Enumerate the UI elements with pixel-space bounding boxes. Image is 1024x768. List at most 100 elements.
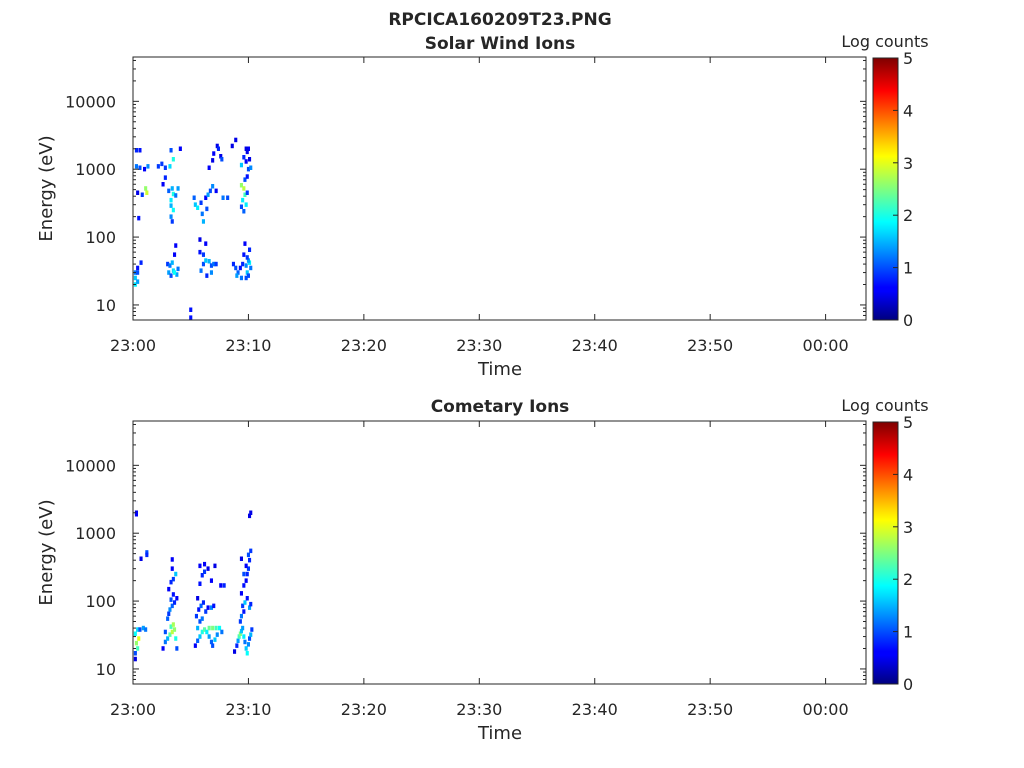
data-cell xyxy=(211,643,215,648)
data-cell xyxy=(244,263,248,268)
y-tick-label: 1000 xyxy=(75,524,116,543)
data-cell xyxy=(169,273,173,278)
data-cell xyxy=(243,639,247,645)
data-cell xyxy=(205,206,209,212)
data-cell xyxy=(216,146,220,151)
data-cell xyxy=(242,209,246,214)
data-cell xyxy=(169,148,173,153)
data-cell xyxy=(243,241,247,246)
colorbar-tick-label: 5 xyxy=(903,413,913,432)
data-cell xyxy=(211,184,215,189)
data-cell xyxy=(204,241,208,246)
data-cell xyxy=(138,148,142,153)
data-cell xyxy=(166,616,170,621)
data-cell xyxy=(171,157,175,162)
data-cell xyxy=(138,165,142,170)
colorbar-tick-label: 3 xyxy=(903,518,913,537)
data-cell xyxy=(204,195,208,200)
data-cell xyxy=(242,155,246,160)
data-cell xyxy=(209,263,213,268)
colorbar-tick-label: 2 xyxy=(903,206,913,225)
data-cell xyxy=(246,552,250,558)
data-cell xyxy=(213,637,217,642)
data-cell xyxy=(136,265,140,271)
colorbar-tick-label: 0 xyxy=(903,675,913,694)
data-cell xyxy=(246,642,250,647)
x-axis-label: Time xyxy=(477,359,522,380)
data-cell xyxy=(249,601,253,607)
data-cell xyxy=(134,148,138,153)
data-cell xyxy=(248,557,252,563)
data-cell xyxy=(207,634,211,639)
data-cell xyxy=(136,646,140,651)
data-cell xyxy=(237,634,241,639)
data-cell xyxy=(218,625,222,631)
data-cell xyxy=(198,563,202,569)
data-cell xyxy=(239,591,243,596)
x-tick-label: 23:20 xyxy=(341,336,387,355)
data-cell xyxy=(169,624,173,629)
panel-title: Cometary Ions xyxy=(431,397,570,417)
data-cell xyxy=(196,625,200,631)
data-cell xyxy=(245,571,249,577)
data-cell xyxy=(230,143,234,149)
data-cell xyxy=(174,243,178,248)
data-cell xyxy=(160,161,164,167)
x-tick-label: 23:00 xyxy=(110,700,156,719)
data-cell xyxy=(170,186,174,191)
x-tick-label: 23:30 xyxy=(456,336,502,355)
data-cell xyxy=(145,550,149,555)
data-cell xyxy=(193,643,197,648)
data-cell xyxy=(145,190,149,195)
data-cell xyxy=(133,656,137,662)
spectrogram-cells xyxy=(133,137,253,320)
data-cell xyxy=(226,195,230,200)
data-cell xyxy=(215,632,219,637)
data-cell xyxy=(242,571,246,577)
colorbar-tick-label: 1 xyxy=(903,623,913,642)
data-cell xyxy=(196,205,200,210)
data-cell xyxy=(241,261,245,267)
data-cell xyxy=(173,252,177,257)
data-cell xyxy=(245,174,249,179)
data-cell xyxy=(220,157,224,162)
x-tick-label: 23:50 xyxy=(687,700,733,719)
colorbar xyxy=(872,421,899,685)
data-cell xyxy=(219,154,223,159)
data-cell xyxy=(145,552,149,558)
data-cell xyxy=(219,583,223,588)
data-cell xyxy=(205,273,209,278)
data-cell xyxy=(170,219,174,224)
data-cell xyxy=(170,557,174,562)
data-cell xyxy=(163,639,167,645)
colorbar-tick-label: 1 xyxy=(903,259,913,278)
data-cell xyxy=(167,586,171,592)
data-cell xyxy=(244,563,248,569)
data-cell xyxy=(200,629,204,635)
data-cell xyxy=(249,548,253,554)
y-tick-label: 10 xyxy=(96,660,116,679)
data-cell xyxy=(133,631,137,636)
data-cell xyxy=(213,563,217,569)
data-cell xyxy=(169,203,173,208)
colorbar-tick-label: 4 xyxy=(903,101,913,120)
data-cell xyxy=(173,627,177,632)
x-tick-label: 00:00 xyxy=(803,700,849,719)
plot-area xyxy=(132,420,867,685)
data-cell xyxy=(248,636,252,641)
data-cell xyxy=(133,275,137,281)
spectrogram-cells xyxy=(133,510,254,662)
data-cell xyxy=(175,596,179,601)
data-cell xyxy=(169,197,173,203)
data-cell xyxy=(239,204,243,209)
x-tick-label: 23:00 xyxy=(110,336,156,355)
data-cell xyxy=(245,255,249,260)
data-cell xyxy=(209,578,213,583)
data-cell xyxy=(168,263,172,268)
colorbar-tick-label: 2 xyxy=(903,570,913,589)
data-cell xyxy=(206,605,210,610)
x-tick-label: 23:10 xyxy=(225,336,271,355)
y-tick-label: 100 xyxy=(85,228,116,247)
data-cell xyxy=(244,146,248,151)
data-cell xyxy=(212,261,216,267)
